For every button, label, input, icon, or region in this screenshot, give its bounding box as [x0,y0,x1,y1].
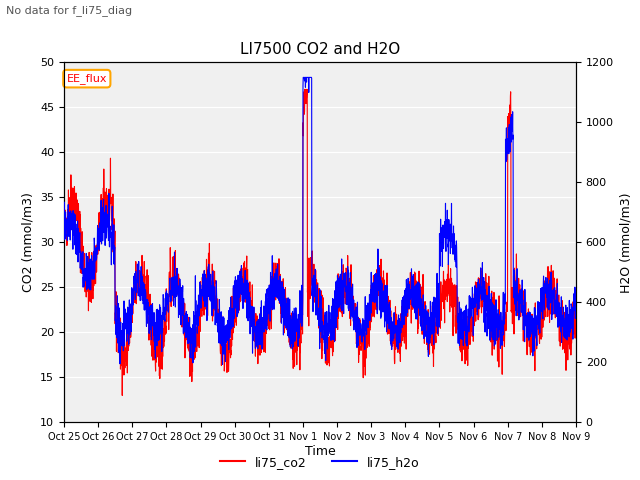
Title: LI7500 CO2 and H2O: LI7500 CO2 and H2O [240,42,400,57]
Text: No data for f_li75_diag: No data for f_li75_diag [6,5,132,16]
Text: EE_flux: EE_flux [67,73,107,84]
Legend: li75_co2, li75_h2o: li75_co2, li75_h2o [215,451,425,474]
X-axis label: Time: Time [305,445,335,458]
Y-axis label: H2O (mmol/m3): H2O (mmol/m3) [620,192,632,293]
Y-axis label: CO2 (mmol/m3): CO2 (mmol/m3) [22,192,35,292]
